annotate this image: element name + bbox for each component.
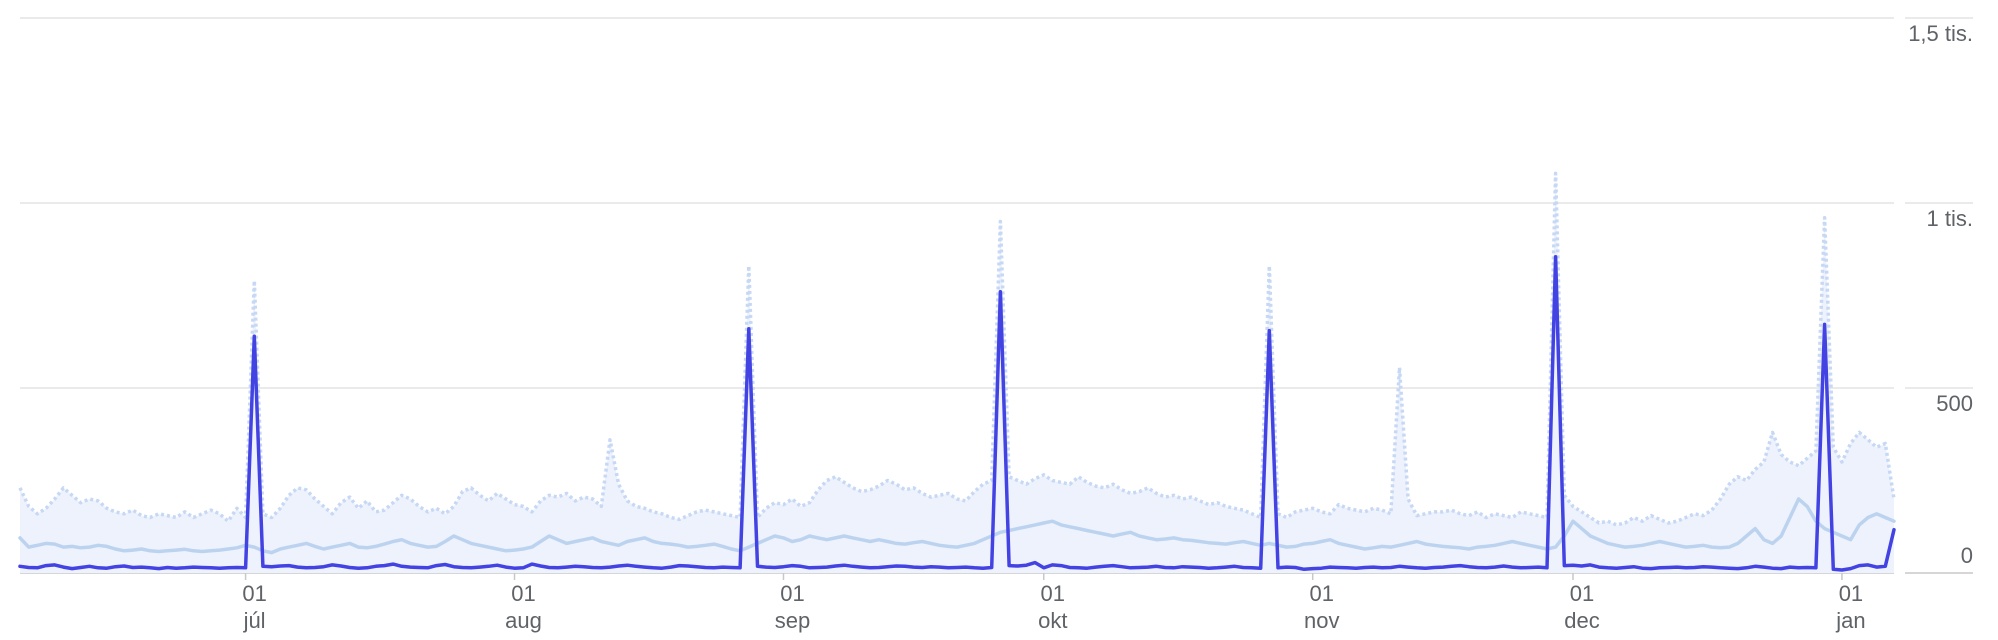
x-tick-label: jan	[1835, 608, 1865, 633]
x-tick-label: okt	[1038, 608, 1067, 633]
x-tick-label: aug	[505, 608, 542, 633]
x-tick-label: 01	[242, 581, 266, 606]
x-tick-label: 01	[1839, 581, 1863, 606]
area	[20, 173, 1894, 573]
y-tick-label: 500	[1936, 391, 1973, 416]
x-tick-label: dec	[1564, 608, 1599, 633]
x-tick-label: 01	[780, 581, 804, 606]
x-tick-label: 01	[1309, 581, 1333, 606]
x-tick-label: 01	[1570, 581, 1594, 606]
y-tick-label: 1 tis.	[1927, 206, 1973, 231]
x-tick-label: 01	[511, 581, 535, 606]
x-tick-label: júl	[243, 608, 266, 633]
series-line	[18, 254, 1896, 572]
y-tick-label: 0	[1961, 543, 1973, 568]
series-line	[18, 497, 1896, 555]
series-line	[18, 171, 1896, 527]
y-tick-label: 1,5 tis.	[1908, 21, 1973, 46]
x-tick-label: sep	[775, 608, 810, 633]
x-tick-label: 01	[1041, 581, 1065, 606]
x-tick-label: nov	[1304, 608, 1339, 633]
